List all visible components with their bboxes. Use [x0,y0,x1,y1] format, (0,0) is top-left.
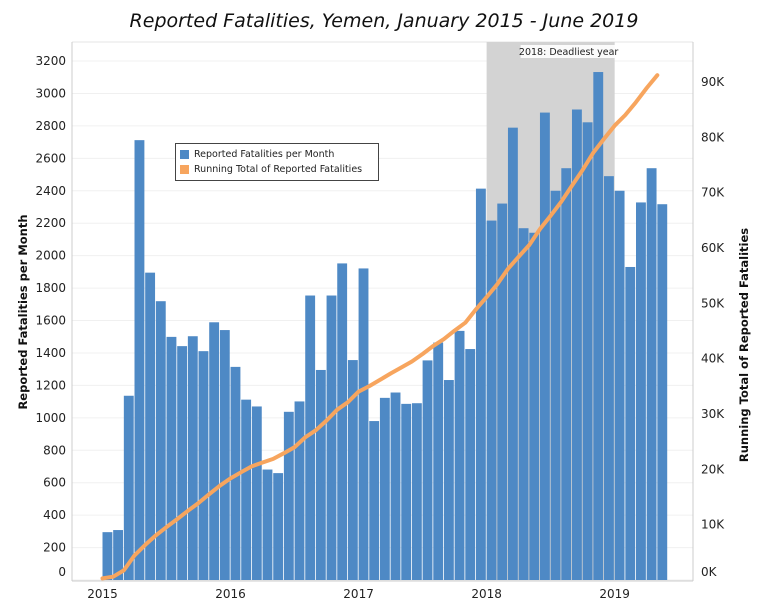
left-axis-title: Reported Fatalities per Month [16,214,30,409]
bar [422,360,433,580]
bar [177,346,188,580]
left-tick-label: 1600 [35,314,66,328]
bar [369,421,380,580]
bar [145,272,156,580]
left-tick-label: 2800 [35,119,66,133]
bar [636,202,646,581]
left-tick-label: 1000 [35,411,66,425]
right-tick-label: 0K [701,565,718,579]
right-tick-label: 70K [701,186,725,200]
left-tick-label: 2000 [35,249,66,263]
x-tick-label: 2016 [215,587,246,601]
bar [379,397,390,580]
x-tick-label: 2019 [599,587,630,601]
bar [390,392,401,580]
right-tick-label: 90K [701,75,725,89]
bar [475,188,486,581]
bar [219,330,230,580]
left-tick-label: 3000 [35,86,66,100]
bar [166,336,177,580]
bar [251,406,262,580]
right-axis-title: Running Total of Reported Fatalities [737,228,751,462]
x-tick-label: 2015 [87,587,118,601]
bar [539,112,550,580]
bar [134,140,145,580]
bar [401,403,412,580]
bar [187,336,198,580]
bar [486,220,497,580]
bar [550,190,561,580]
bar [123,395,134,580]
bar [593,72,604,580]
bar [273,473,284,580]
left-tick-label: 2200 [35,216,66,230]
bar [358,268,369,580]
bar [582,122,593,580]
left-tick-label: 2400 [35,184,66,198]
bar [433,342,444,580]
bar [507,127,518,581]
left-tick-label: 800 [43,443,66,457]
legend: Reported Fatalities per Month Running To… [175,143,379,181]
left-tick-label: 600 [43,476,66,490]
bar [337,263,348,580]
x-tick-label: 2018 [471,587,502,601]
left-tick-label: 0 [58,565,66,579]
bar [561,168,572,580]
bar [155,301,166,580]
bar [497,203,508,580]
bar [262,469,273,580]
bar [102,532,113,580]
bar [411,403,422,580]
bar [518,228,529,580]
bar [315,369,326,580]
bar [454,330,465,580]
bar [294,401,305,580]
bar [283,411,294,580]
left-tick-label: 1800 [35,281,66,295]
legend-swatch-bars [180,150,189,159]
bar [241,399,252,580]
bar [465,349,476,580]
bar [603,176,614,580]
right-tick-label: 30K [701,407,725,421]
bar [571,109,582,580]
bar [347,360,358,580]
left-tick-label: 200 [43,541,66,555]
right-tick-label: 60K [701,241,725,255]
legend-item-line: Running Total of Reported Fatalities [180,162,374,177]
chart-title: Reported Fatalities, Yemen, January 2015… [129,10,639,32]
right-tick-label: 50K [701,296,725,310]
bar [614,190,625,580]
left-tick-label: 2600 [35,151,66,165]
annotation-label: 2018: Deadliest year [519,47,619,58]
bar [209,322,220,580]
left-tick-label: 3200 [35,54,66,68]
right-tick-label: 80K [701,130,725,144]
right-tick-label: 20K [701,462,725,476]
left-tick-label: 1400 [35,346,66,360]
x-tick-label: 2017 [343,587,374,601]
legend-swatch-line [180,165,189,174]
annotation-label-bg [520,45,617,58]
bar [646,168,657,580]
bar [443,380,454,580]
legend-label: Reported Fatalities per Month [194,149,335,160]
bar [305,295,316,580]
right-tick-label: 40K [701,352,725,366]
bar [529,232,540,580]
bar [198,351,209,580]
bar [657,204,668,581]
bar [625,266,636,580]
left-tick-label: 1200 [35,378,66,392]
bar [326,295,337,580]
right-tick-label: 10K [701,518,725,532]
left-tick-label: 400 [43,508,66,522]
bar [113,530,124,580]
legend-item-bars: Reported Fatalities per Month [180,147,374,162]
legend-label: Running Total of Reported Fatalities [194,164,363,175]
